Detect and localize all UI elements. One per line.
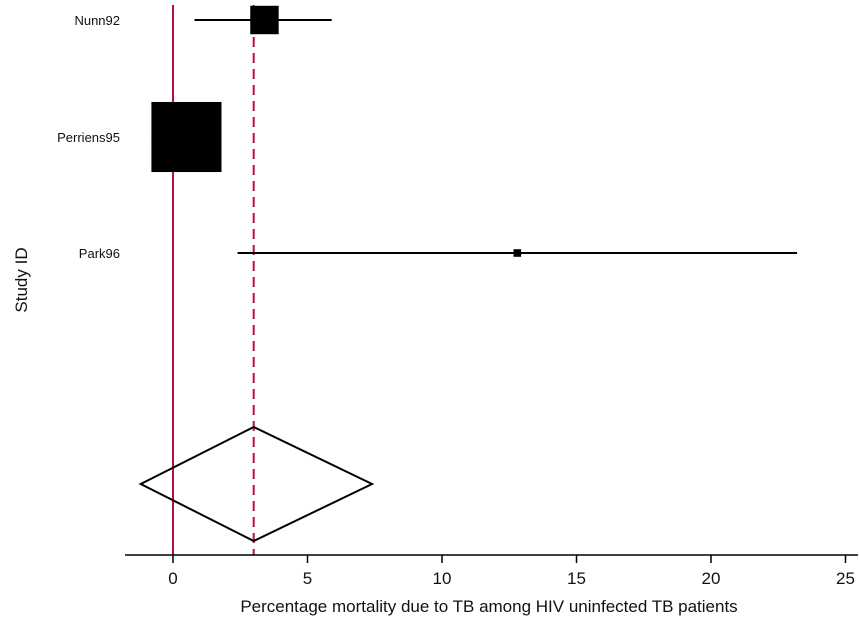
- x-tick-label-0: 0: [168, 569, 177, 588]
- study-label-perriens95: Perriens95: [57, 130, 120, 145]
- study-marker-nunn92: [250, 5, 279, 35]
- x-tick-label-15: 15: [567, 569, 586, 588]
- x-tick-label-25: 25: [836, 569, 855, 588]
- y-axis-title: Study ID: [12, 247, 31, 312]
- plot-area: Nunn92 Perriens95 Park96 0 5 10 15 20 25: [57, 5, 858, 588]
- x-tick-label-5: 5: [303, 569, 312, 588]
- study-label-park96: Park96: [79, 246, 120, 261]
- x-axis-title: Percentage mortality due to TB among HIV…: [240, 597, 737, 616]
- study-marker-park96: [513, 249, 522, 257]
- x-tick-label-10: 10: [433, 569, 452, 588]
- study-marker-perriens95: [151, 101, 222, 173]
- study-label-nunn92: Nunn92: [74, 13, 120, 28]
- pooled-diamond: [138, 425, 375, 543]
- x-tick-label-20: 20: [702, 569, 721, 588]
